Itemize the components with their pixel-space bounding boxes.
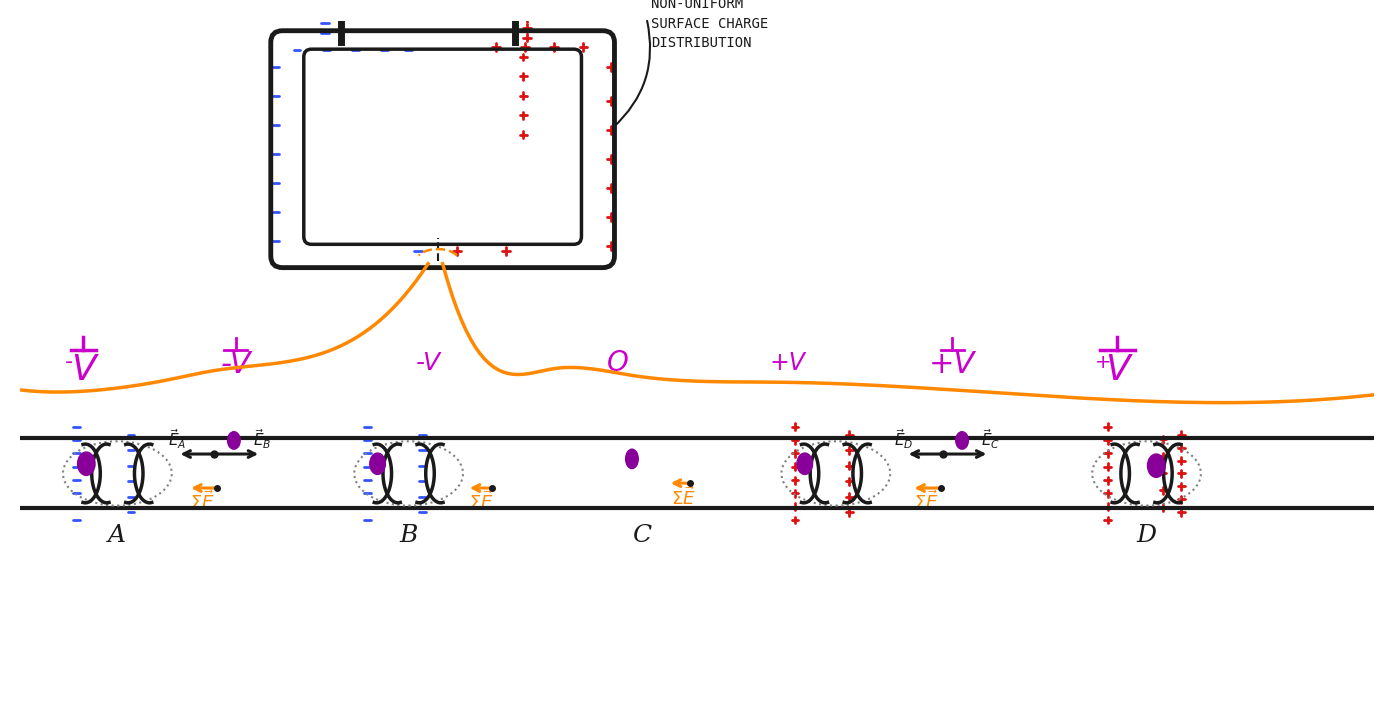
- Text: +: +: [1094, 354, 1111, 373]
- Text: -V: -V: [220, 350, 251, 379]
- Ellipse shape: [369, 453, 385, 474]
- Text: C: C: [631, 524, 651, 547]
- Text: NON-UNIFORM: NON-UNIFORM: [651, 0, 743, 12]
- Text: $\Sigma\vec{E}$: $\Sigma\vec{E}$: [913, 490, 938, 513]
- Ellipse shape: [227, 432, 240, 449]
- Text: +V: +V: [769, 352, 806, 375]
- Text: DISTRIBUTION: DISTRIBUTION: [651, 36, 751, 51]
- Text: $\vec{E}_C$: $\vec{E}_C$: [981, 427, 1001, 451]
- Ellipse shape: [78, 452, 95, 475]
- Text: $\vec{E}_B$: $\vec{E}_B$: [254, 427, 272, 451]
- Text: V: V: [1105, 353, 1129, 387]
- Text: $\Sigma\vec{E}$: $\Sigma\vec{E}$: [671, 486, 696, 508]
- Text: $\vec{E}_A$: $\vec{E}_A$: [167, 427, 187, 451]
- Ellipse shape: [626, 449, 638, 469]
- Text: D: D: [1136, 524, 1157, 547]
- Text: A: A: [109, 524, 127, 547]
- Ellipse shape: [956, 432, 969, 449]
- Text: V: V: [71, 353, 96, 387]
- Text: O: O: [606, 349, 629, 378]
- Text: $\Sigma\vec{E}$: $\Sigma\vec{E}$: [468, 490, 493, 513]
- Text: -: -: [64, 352, 72, 373]
- Ellipse shape: [797, 453, 813, 474]
- Text: SURFACE CHARGE: SURFACE CHARGE: [651, 17, 768, 31]
- Ellipse shape: [1147, 454, 1165, 477]
- Text: $\Sigma\vec{E}$: $\Sigma\vec{E}$: [190, 490, 215, 513]
- Text: -V: -V: [415, 352, 441, 375]
- Text: +V: +V: [930, 350, 976, 379]
- Text: B: B: [400, 524, 418, 547]
- Text: $\vec{E}_D$: $\vec{E}_D$: [894, 427, 913, 451]
